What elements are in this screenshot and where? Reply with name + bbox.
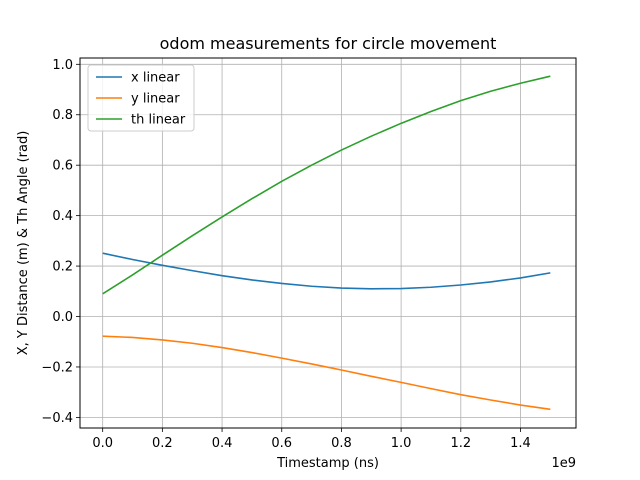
y-axis-label: X, Y Distance (m) & Th Angle (rad)	[16, 131, 31, 356]
series-line-x-linear	[102, 252, 551, 290]
series-line-th-linear	[102, 75, 551, 295]
y-tick-label: 0.2	[52, 260, 73, 275]
y-tick-label: −0.4	[41, 411, 73, 426]
y-tick-label: −0.2	[41, 360, 73, 375]
legend-label: th linear	[131, 113, 186, 128]
chart-title: odom measurements for circle movement	[160, 34, 497, 53]
x-tick-label: 0.2	[152, 436, 173, 451]
x-tick-label: 1.0	[391, 436, 412, 451]
x-tick-label: 0.6	[271, 436, 292, 451]
x-tick-label: 0.8	[331, 436, 352, 451]
x-tick-label: 0.0	[92, 436, 113, 451]
x-tick-label: 1.4	[510, 436, 531, 451]
y-tick-label: 0.4	[52, 209, 73, 224]
series-line-y-linear	[102, 335, 551, 411]
y-tick-label: 0.0	[52, 310, 73, 325]
y-tick-label: 0.8	[52, 108, 73, 123]
x-tick-label: 1.2	[450, 436, 471, 451]
y-tick-label: 1.0	[52, 58, 73, 73]
y-tick-label: 0.6	[52, 159, 73, 174]
legend: x linear y linear th linear	[87, 64, 195, 132]
legend-label: y linear	[131, 92, 180, 107]
x-tick-label: 0.4	[212, 436, 233, 451]
x-axis-label: Timestamp (ns)	[276, 456, 379, 471]
series-lines	[102, 75, 551, 411]
plot-frame	[79, 57, 577, 429]
axis-ticks: 0.0 0.2 0.4 0.6 0.8 1.0 1.2 1.4 −0.4 −0.2 0.0 0.2 0.…	[41, 58, 530, 451]
legend-box	[87, 64, 195, 132]
x-offset-label: 1e9	[551, 456, 576, 471]
legend-label: x linear	[131, 71, 180, 86]
